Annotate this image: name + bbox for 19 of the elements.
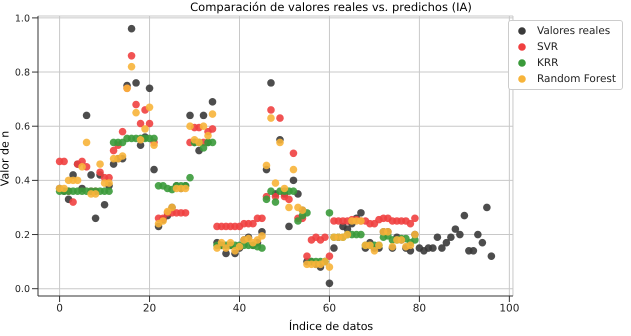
x-tick-label: 100	[499, 302, 520, 314]
x-axis-title: Índice de datos	[288, 320, 374, 333]
legend-label: SVR	[536, 40, 558, 55]
x-tick-label: 40	[232, 302, 246, 314]
x-tick-label: 80	[412, 302, 426, 314]
legend-label: KRR	[536, 56, 558, 71]
y-tick-label: 0.8	[14, 67, 30, 78]
y-tick-label: 0.2	[14, 230, 30, 241]
y-tick-label: 0.0	[14, 284, 30, 296]
legend-label: Random Forest	[536, 72, 616, 87]
x-tick-label: 20	[142, 302, 156, 314]
legend-label: Valores reales	[536, 24, 610, 39]
x-tick-label: 60	[322, 302, 336, 314]
y-tick-label: 1.0	[14, 13, 30, 24]
x-tick-label: 0	[56, 302, 63, 314]
chart-title: Comparación de valores reales vs. predichos (IA)	[189, 0, 473, 14]
y-tick-label: 0.4	[14, 176, 30, 187]
y-tick-label: 0.6	[14, 122, 30, 133]
y-axis-title: Valor de n	[0, 130, 12, 188]
